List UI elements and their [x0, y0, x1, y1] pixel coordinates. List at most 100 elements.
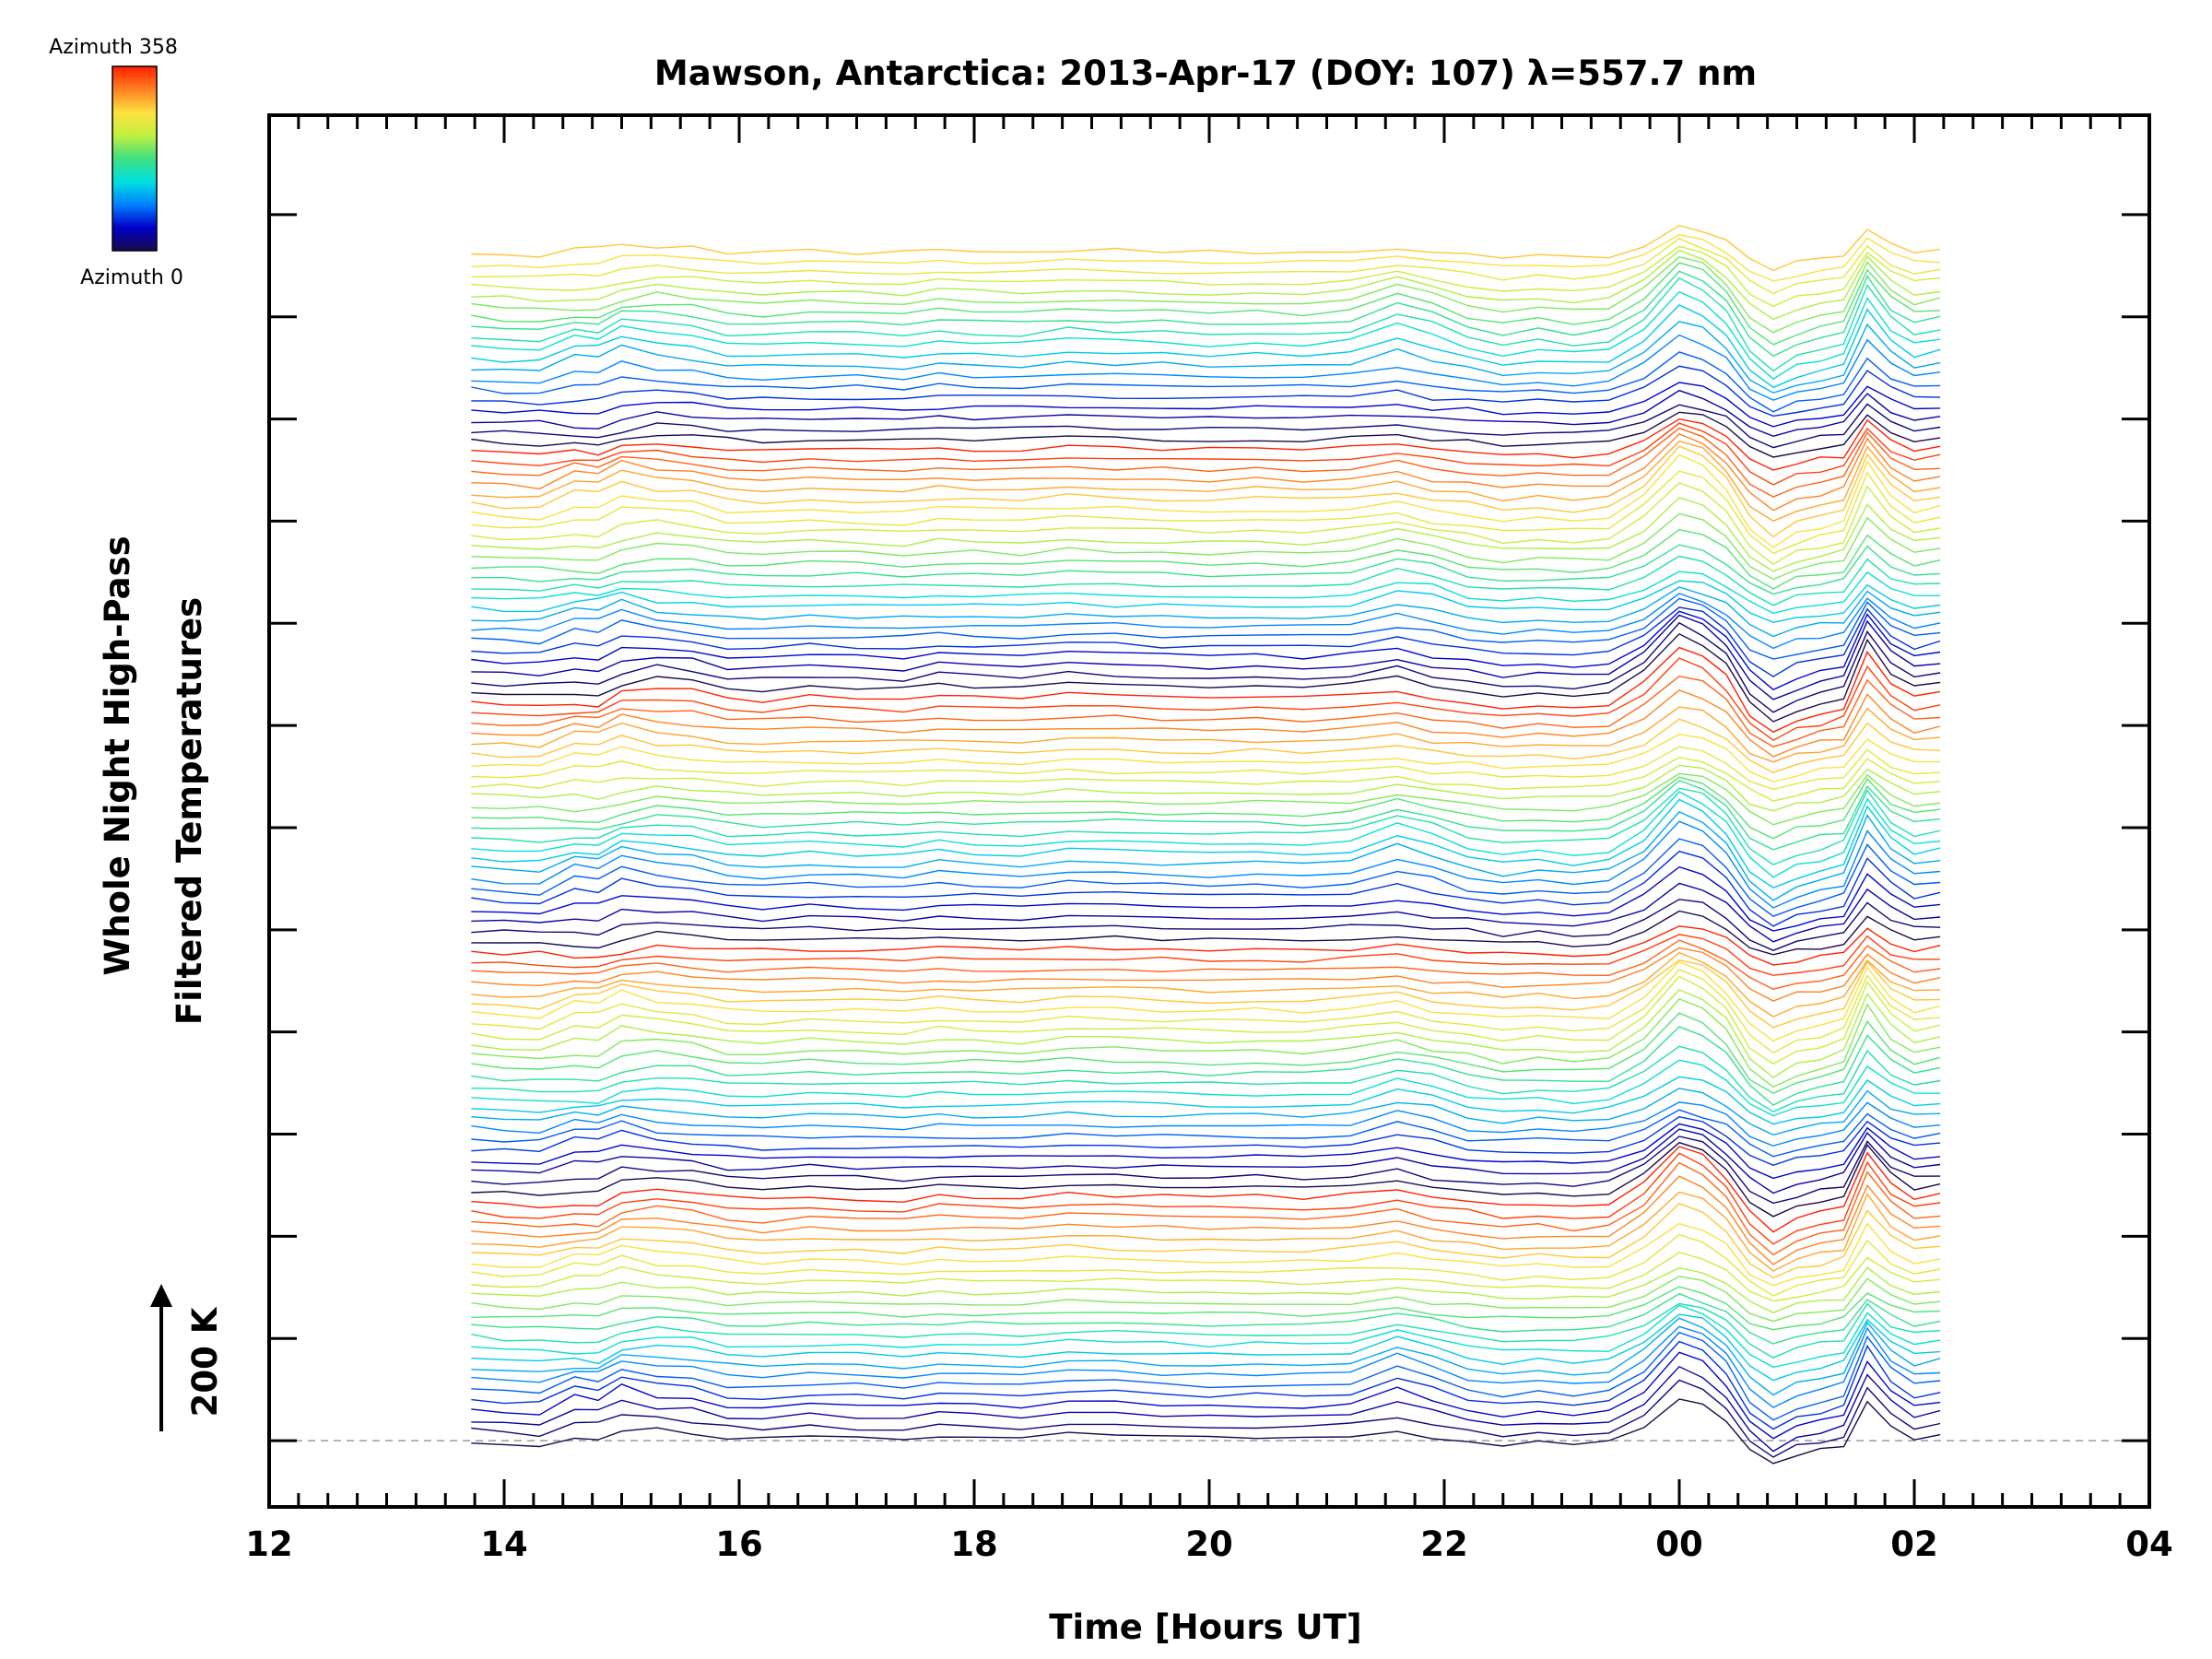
temperature-trace	[471, 1012, 1941, 1094]
temperature-trace	[471, 470, 1941, 555]
x-tick-label: 12	[245, 1524, 293, 1564]
temperature-trace	[471, 969, 1941, 1054]
x-tick-label: 18	[950, 1524, 998, 1564]
temperature-trace	[471, 1252, 1941, 1302]
temperature-trace	[471, 951, 1941, 1018]
temperature-trace	[471, 382, 1941, 428]
x-axis-label: Time [Hours UT]	[1049, 1607, 1361, 1647]
temperature-trace	[471, 1141, 1941, 1218]
temperature-trace	[471, 899, 1941, 951]
temperature-trace	[471, 811, 1941, 901]
temperature-trace	[471, 1059, 1941, 1117]
colorbar-gradient	[112, 65, 158, 252]
temperature-trace	[471, 441, 1941, 523]
temperature-trace	[471, 1101, 1941, 1147]
temperature-trace	[471, 1115, 1941, 1167]
x-tick-label: 02	[1890, 1524, 1938, 1564]
temperature-trace	[471, 1398, 1941, 1465]
temperature-trace	[471, 621, 1941, 713]
temperature-trace	[471, 304, 1941, 389]
temperature-trace	[471, 497, 1941, 572]
temperature-trace	[471, 798, 1941, 888]
temperature-trace	[471, 1135, 1941, 1205]
x-tick-label: 16	[715, 1524, 763, 1564]
temperature-trace	[471, 689, 1941, 758]
temperature-trace	[471, 233, 1941, 282]
temperature-trace	[471, 1222, 1941, 1287]
temperature-trace	[471, 351, 1941, 413]
temperature-trace	[471, 403, 1941, 449]
temperature-trace	[471, 250, 1941, 321]
temperature-trace	[471, 571, 1941, 615]
temperature-trace	[471, 787, 1941, 865]
temperature-trace	[471, 746, 1941, 791]
temperature-trace	[471, 910, 1941, 956]
temperature-trace	[471, 418, 1941, 471]
temperature-trace	[471, 580, 1941, 624]
temperature-trace	[471, 262, 1941, 346]
colorbar-top-label: Azimuth 358	[49, 36, 178, 59]
temperature-trace	[471, 1152, 1941, 1245]
temperature-trace	[471, 780, 1941, 851]
temperature-trace	[471, 718, 1941, 773]
trace-group	[471, 224, 1941, 1465]
temperature-trace	[471, 482, 1941, 566]
temperature-trace	[471, 1175, 1941, 1265]
temperature-trace	[471, 245, 1941, 308]
temperature-trace	[471, 706, 1941, 763]
temperature-trace	[471, 925, 1941, 966]
temperature-trace	[471, 276, 1941, 372]
temperature-trace	[471, 593, 1941, 650]
temperature-trace	[471, 998, 1941, 1088]
temperature-trace	[471, 1045, 1941, 1112]
x-tick-label: 14	[480, 1524, 528, 1564]
x-tick-labels: 12 14 16 18 20 22 00 02 04	[245, 1524, 2173, 1564]
temperature-trace	[471, 1191, 1941, 1272]
temperature-trace	[471, 321, 1941, 394]
temperature-trace	[471, 1202, 1941, 1279]
temperature-trace	[471, 1331, 1941, 1421]
temperature-trace	[471, 733, 1941, 782]
temperature-trace	[471, 764, 1941, 812]
temperature-trace	[471, 555, 1941, 606]
temperature-trace	[471, 432, 1941, 512]
temperature-trace	[471, 224, 1941, 272]
temperature-trace	[471, 657, 1941, 742]
x-tick-label: 20	[1185, 1524, 1233, 1564]
temperature-trace	[471, 610, 1941, 691]
temperature-trace	[471, 632, 1941, 723]
temperature-trace	[471, 445, 1941, 538]
temperature-trace	[471, 838, 1941, 917]
y-axis-label-line-1: Whole Night High-Pass	[98, 535, 137, 975]
temperature-trace	[471, 1292, 1941, 1345]
temperature-trace	[471, 544, 1941, 595]
temperature-trace	[471, 256, 1941, 334]
temperature-trace	[471, 1109, 1941, 1158]
temperature-trace	[471, 597, 1941, 660]
temperature-trace	[471, 882, 1941, 943]
temperature-trace	[471, 512, 1941, 581]
temperature-trace	[471, 614, 1941, 700]
temperature-trace	[471, 1351, 1941, 1440]
temperature-trace	[471, 975, 1941, 1065]
temperature-trace	[471, 1026, 1941, 1106]
temperature-trace	[471, 389, 1941, 438]
temperature-trace	[471, 1123, 1941, 1180]
axis-ticks	[267, 115, 2151, 1507]
temperature-trace	[471, 1088, 1941, 1136]
temperature-trace	[471, 1304, 1941, 1369]
temperature-trace	[471, 1302, 1941, 1359]
temperature-trace	[471, 1379, 1941, 1458]
temperature-trace	[471, 290, 1941, 381]
temperature-trace	[471, 850, 1941, 927]
temperature-trace	[471, 772, 1941, 826]
temperature-trace	[471, 1266, 1941, 1314]
temperature-trace	[471, 776, 1941, 840]
temperature-trace	[471, 646, 1941, 734]
chart-title: Mawson, Antarctica: 2013-Apr-17 (DOY: 10…	[654, 53, 1757, 93]
temperature-trace	[471, 237, 1941, 295]
temperature-trace	[471, 959, 1941, 1029]
x-tick-label: 22	[1420, 1524, 1468, 1564]
temperature-trace	[471, 1161, 1941, 1256]
